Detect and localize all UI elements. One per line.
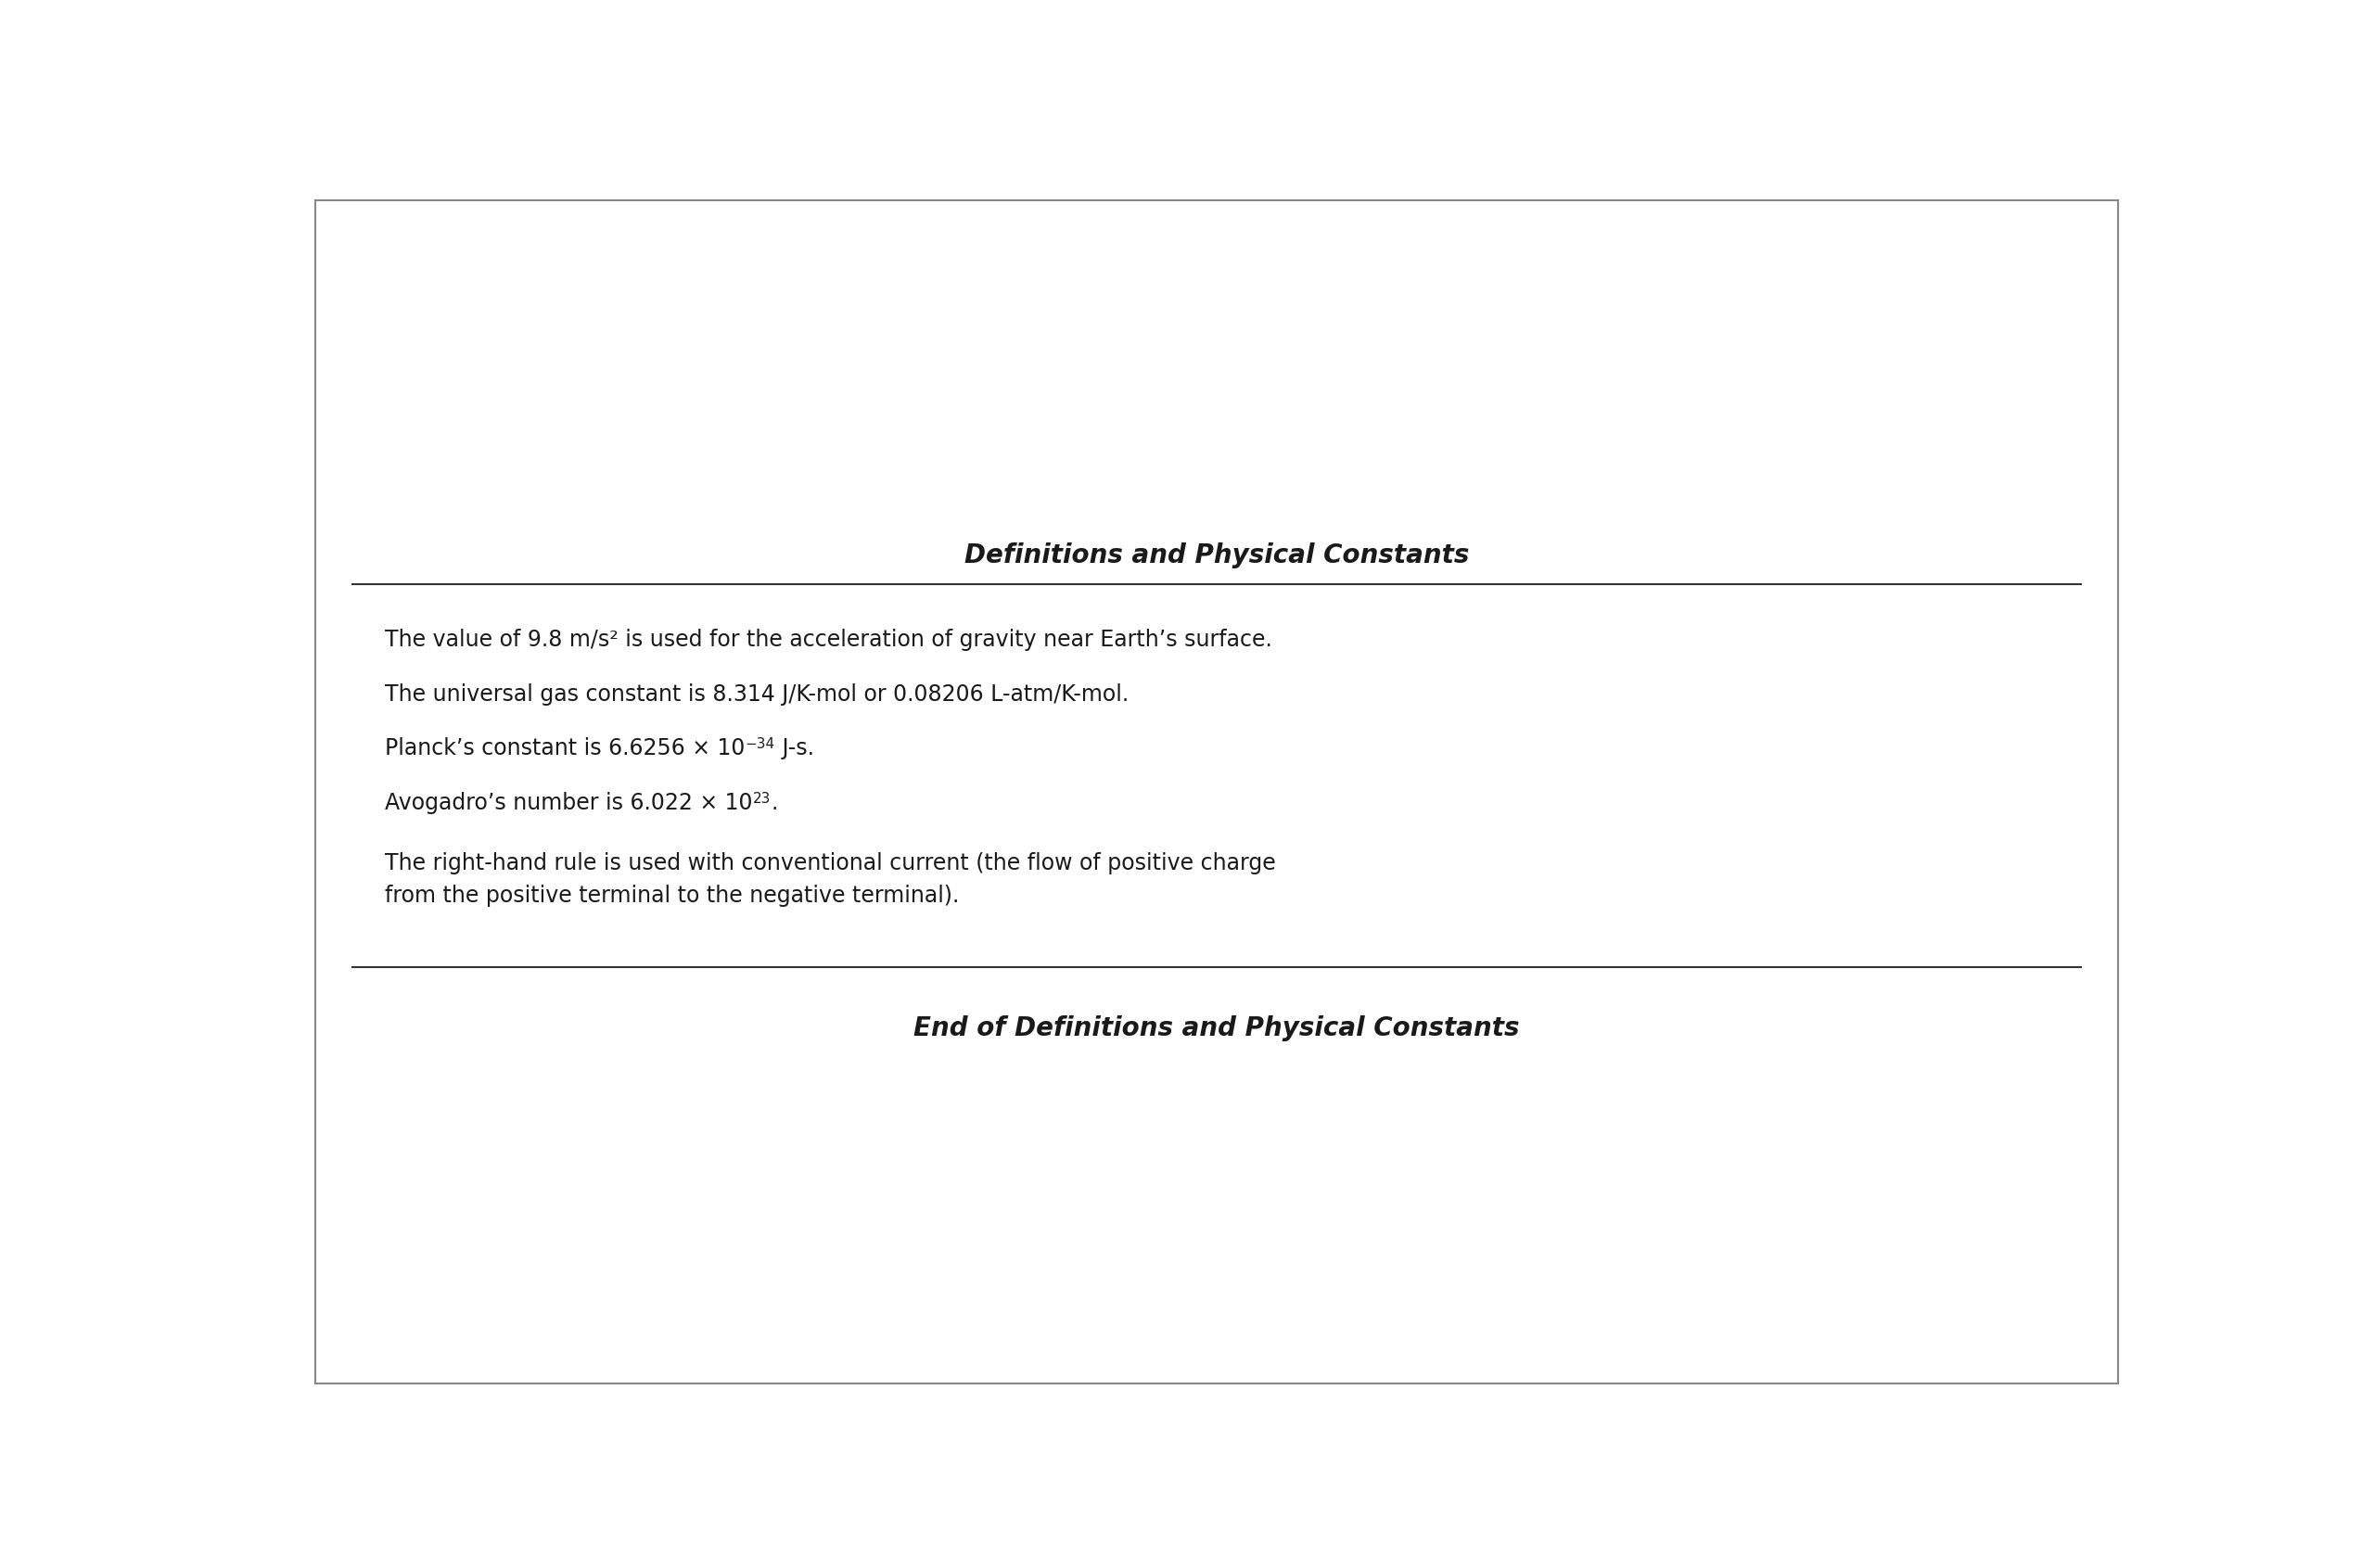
Text: .: . [772, 792, 779, 814]
Text: J-s.: J-s. [774, 737, 814, 760]
Text: The value of 9.8 m/s² is used for the acceleration of gravity near Earth’s surfa: The value of 9.8 m/s² is used for the ac… [385, 629, 1272, 651]
Text: 23: 23 [753, 792, 772, 806]
Text: End of Definitions and Physical Constants: End of Definitions and Physical Constant… [914, 1014, 1519, 1041]
Text: The right-hand rule is used with conventional current (the flow of positive char: The right-hand rule is used with convent… [385, 851, 1275, 906]
Text: The universal gas constant is 8.314 J/K-mol or 0.08206 L-atm/K-mol.: The universal gas constant is 8.314 J/K-… [385, 684, 1130, 706]
Text: Planck’s constant is 6.6256 × 10: Planck’s constant is 6.6256 × 10 [385, 737, 745, 760]
Text: Avogadro’s number is 6.022 × 10: Avogadro’s number is 6.022 × 10 [385, 792, 753, 814]
Text: −34: −34 [745, 737, 774, 751]
Text: Definitions and Physical Constants: Definitions and Physical Constants [964, 543, 1470, 569]
